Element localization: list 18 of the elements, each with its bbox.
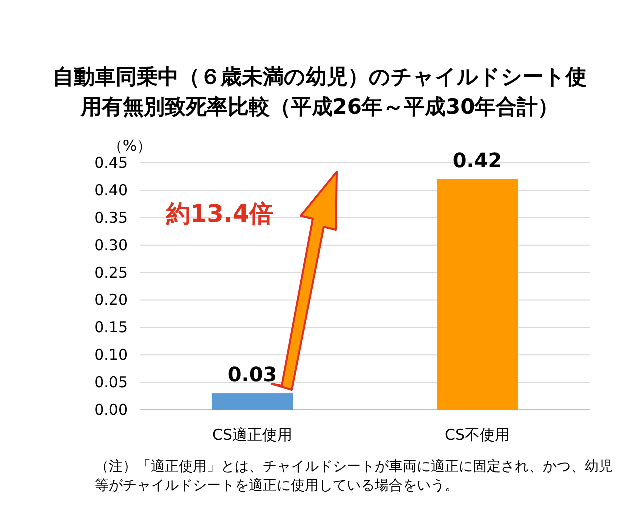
text: （注）「適正使用」とは、チャイルドシートが車両に適正に固定され、かつ、幼児等がチャイルドシートを適正に使用している場合をいう。 <box>95 458 614 496</box>
y-tick-label: 0.35 <box>94 208 128 227</box>
annotation: 約13.4倍 <box>165 200 274 228</box>
y-tick-label: 0.45 <box>94 154 128 172</box>
y-tick-label: 0.30 <box>94 236 128 254</box>
y-tick-label: 0.10 <box>94 346 128 364</box>
y-tick-label: 0.00 <box>94 401 128 419</box>
x-tick-label: CS不使用 <box>445 426 510 444</box>
data-label: 0.42 <box>452 148 502 172</box>
y-axis-title: （%） <box>108 137 152 155</box>
y-tick-label: 0.05 <box>94 374 128 392</box>
y-tick-label: 0.20 <box>94 291 128 310</box>
x-tick-label: CS適正使用 <box>212 426 292 444</box>
data-label: 0.03 <box>228 362 278 387</box>
y-tick-label: 0.25 <box>94 264 128 282</box>
y-tick-label: 0.40 <box>94 181 128 200</box>
y-tick-label: 0.15 <box>94 318 128 337</box>
chart-title: 自動車同乗中（６歳未満の幼児）のチャイルドシート使用有無別致死率比較（平成26年～平成30年合計） <box>52 64 588 121</box>
